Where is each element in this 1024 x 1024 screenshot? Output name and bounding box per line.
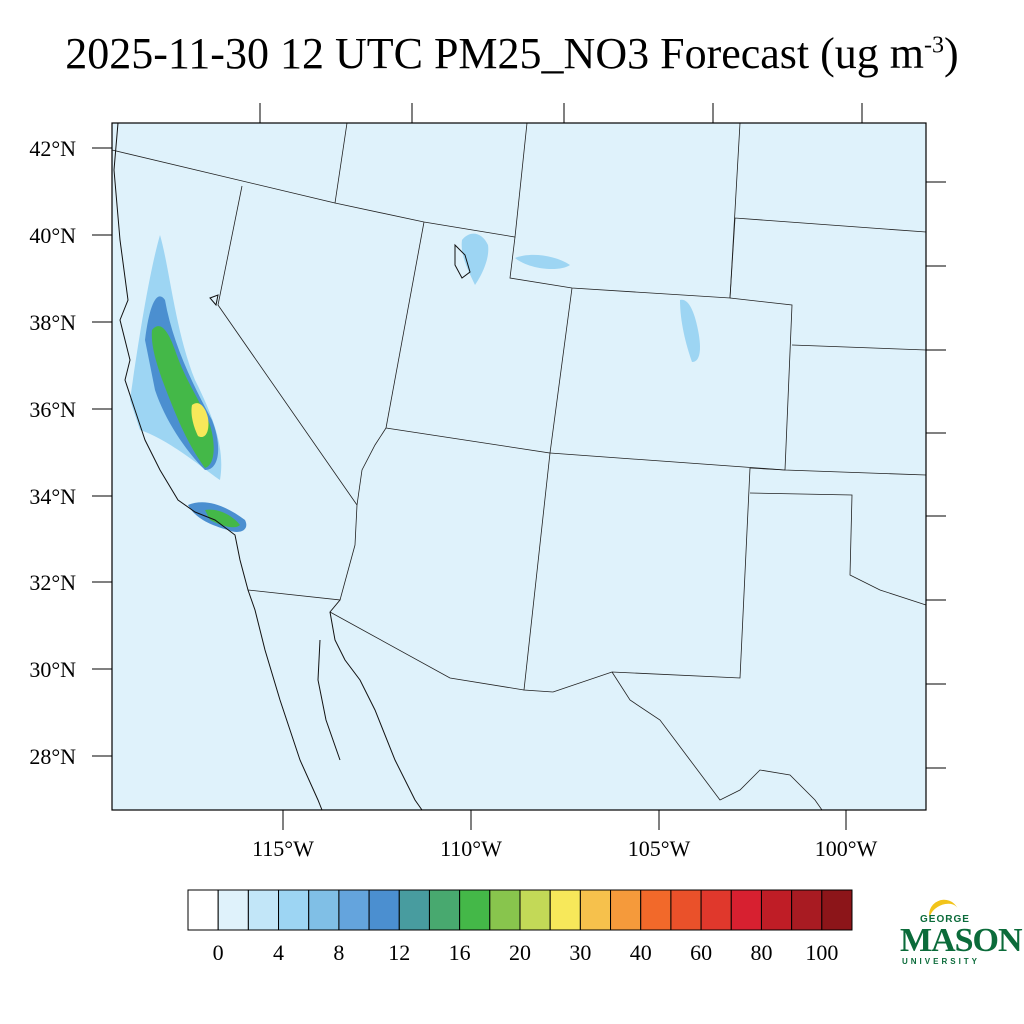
lat-label: 42°N (29, 136, 76, 161)
colorbar (187, 889, 853, 931)
lat-label: 28°N (29, 744, 76, 769)
field-utah (461, 233, 489, 285)
lat-label: 32°N (29, 570, 76, 595)
colorbar-swatch (217, 889, 249, 931)
colorbar-swatch (549, 889, 581, 931)
colorbar-swatch (247, 889, 280, 931)
title-superscript: -3 (924, 32, 945, 59)
colorbar-swatch (670, 889, 702, 931)
colorbar-swatch (610, 889, 642, 931)
title-text: 2025-11-30 12 UTC PM25_NO3 Forecast (ug … (65, 29, 925, 78)
lon-label: 105°W (628, 836, 691, 861)
colorbar-label: 80 (750, 940, 772, 965)
colorbar-labels: 0 4 8 12 16 20 30 40 60 80 100 (213, 940, 839, 965)
colorbar-swatch (519, 889, 551, 931)
lat-label: 36°N (29, 397, 76, 422)
field-peak (191, 403, 209, 438)
logo-line2: MASON (900, 922, 1023, 959)
colorbar-swatch (428, 889, 461, 931)
colorbar-swatch (579, 889, 612, 931)
page-title: 2025-11-30 12 UTC PM25_NO3 Forecast (ug … (0, 28, 1024, 79)
colorbar-swatch (338, 889, 370, 931)
lon-label: 100°W (815, 836, 878, 861)
colorbar-swatch (187, 889, 219, 931)
title-suffix: ) (944, 29, 959, 78)
lon-label: 110°W (440, 836, 502, 861)
colorbar-swatch (700, 889, 732, 931)
colorbar-swatch (730, 889, 762, 931)
colorbar-label: 4 (273, 940, 284, 965)
lat-label: 40°N (29, 223, 76, 248)
state-borders (111, 122, 927, 811)
lon-label: 115°W (252, 836, 314, 861)
concentration-field (130, 233, 700, 532)
coastline (113, 122, 471, 811)
colorbar-label: 60 (690, 940, 712, 965)
colorbar-swatch (459, 889, 491, 931)
colorbar-label: 30 (569, 940, 591, 965)
map-frame (111, 122, 927, 811)
field-la-high (205, 509, 240, 528)
colorbar-swatch (398, 889, 430, 931)
colorbar-swatch (308, 889, 340, 931)
field-wyoming (515, 254, 570, 270)
colorbar-swatch (760, 889, 793, 931)
latitude-labels: 42°N 40°N 38°N 36°N 34°N 32°N 30°N 28°N (29, 136, 76, 769)
colorbar-label: 16 (449, 940, 471, 965)
colorbar-swatch (791, 889, 823, 931)
colorbar-label: 20 (509, 940, 531, 965)
map-background (112, 123, 926, 810)
longitude-ticks (259, 103, 863, 830)
lat-label: 30°N (29, 657, 76, 682)
colorbar-label: 40 (630, 940, 652, 965)
colorbar-swatch (821, 889, 853, 931)
colorbar-label: 8 (333, 940, 344, 965)
longitude-labels: 115°W 110°W 105°W 100°W (252, 836, 877, 861)
lat-label: 38°N (29, 310, 76, 335)
colorbar-label: 12 (388, 940, 410, 965)
colorbar-label: 0 (213, 940, 224, 965)
latitude-ticks (92, 147, 946, 769)
colorbar-swatch (489, 889, 521, 931)
logo-line3: UNIVERSITY (902, 957, 981, 966)
field-colorado (680, 299, 700, 362)
colorbar-label: 100 (805, 940, 838, 965)
george-mason-logo: GEORGE MASON UNIVERSITY (898, 894, 1023, 970)
colorbar-swatch (640, 889, 672, 931)
lat-label: 34°N (29, 484, 76, 509)
colorbar-swatch (278, 889, 310, 931)
colorbar-swatch (368, 889, 400, 931)
logo-line1: GEORGE (920, 914, 970, 925)
